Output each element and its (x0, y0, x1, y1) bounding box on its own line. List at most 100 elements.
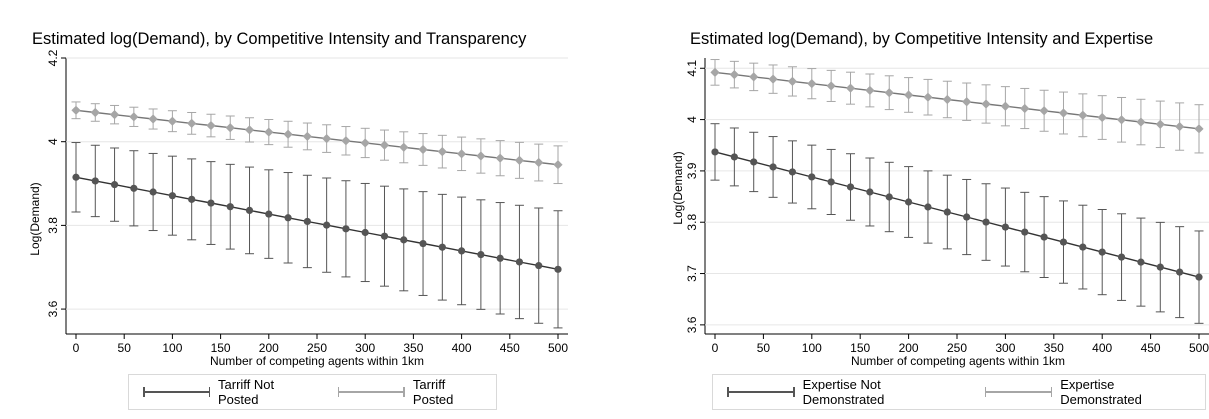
data-point (476, 151, 486, 161)
data-point (1000, 101, 1010, 111)
data-point (769, 163, 777, 171)
legend-key-dark (727, 386, 795, 398)
data-point (787, 76, 798, 87)
y-axis-label: Log(Demand) (671, 151, 685, 224)
legend-key-light (984, 386, 1053, 398)
data-point (826, 81, 836, 91)
data-point (148, 114, 158, 124)
y-tick-label: 3.8 (685, 214, 699, 231)
y-tick-label: 3.6 (46, 300, 60, 317)
x-tick-label: 300 (355, 341, 375, 355)
series-light (71, 101, 563, 185)
x-axis-label: Number of competing agents within 1km (851, 354, 1065, 368)
data-point (1175, 121, 1185, 132)
series-light (710, 59, 1204, 154)
x-tick-label: 350 (1044, 341, 1064, 355)
grid-lines (705, 67, 1209, 326)
data-point (962, 97, 972, 107)
chart-panel-transparency: Estimated log(Demand), by Competitive In… (0, 0, 585, 419)
data-point (342, 225, 350, 233)
x-axis: 0 50 100 150 200 250 300 350 400 450 500 (73, 334, 568, 355)
data-point (807, 79, 817, 89)
data-point (264, 127, 274, 137)
data-point (905, 198, 913, 206)
data-point (924, 203, 932, 211)
y-axis: 3.6 3.7 3.8 3.9 4 4.1 (685, 60, 705, 333)
data-point (1078, 110, 1088, 120)
data-point (129, 112, 139, 122)
y-tick-label: 3.7 (685, 265, 699, 282)
legend-key-dark (143, 386, 211, 398)
data-point (437, 147, 447, 157)
data-point (71, 105, 81, 115)
data-point (1176, 268, 1184, 276)
data-point (458, 247, 466, 255)
data-point (1098, 248, 1106, 256)
x-tick-label: 500 (548, 341, 568, 355)
data-point (496, 254, 504, 262)
x-tick-label: 0 (712, 341, 719, 355)
data-point (749, 72, 759, 82)
data-point (167, 116, 177, 126)
x-tick-label: 400 (1092, 341, 1112, 355)
plot-area (65, 58, 568, 335)
data-point (1059, 238, 1068, 246)
data-point (341, 136, 351, 146)
x-tick-label: 200 (259, 341, 279, 355)
data-point (303, 217, 311, 226)
data-point (245, 206, 254, 215)
data-point (72, 173, 80, 181)
data-point (788, 168, 797, 176)
data-point (477, 250, 485, 259)
data-point (1039, 106, 1049, 116)
y-tick-label: 3.8 (46, 217, 60, 234)
data-point (1137, 258, 1145, 266)
data-point (1117, 253, 1126, 261)
y-tick-label: 3.9 (685, 162, 699, 179)
data-point (750, 158, 758, 166)
data-point (379, 140, 390, 150)
data-point (1097, 112, 1107, 123)
x-tick-label: 300 (995, 341, 1015, 355)
legend-label: Expertise Demonstrated (1060, 377, 1142, 407)
chart-expertise: Estimated log(Demand), by Competitive In… (671, 30, 1209, 368)
data-point (1194, 124, 1204, 134)
legend: Expertise Not Demonstrated Expertise Dem… (712, 374, 1206, 410)
legend-item-not-posted: Tarriff Not Posted (143, 377, 314, 407)
data-point (846, 183, 855, 191)
legend-label: Tarriff Posted (412, 377, 454, 407)
data-point (553, 160, 563, 170)
y-tick-label: 4.2 (46, 49, 60, 66)
data-point (168, 192, 176, 200)
y-axis-label: Log(Demand) (28, 182, 42, 255)
data-point (535, 262, 543, 270)
legend-item-demonstrated: Expertise Demonstrated (984, 377, 1195, 407)
x-tick-label: 400 (452, 341, 472, 355)
legend-label: Tarriff Not Posted (218, 377, 275, 407)
data-point (942, 94, 952, 105)
chart-transparency: Estimated log(Demand), by Competitive In… (28, 30, 568, 368)
data-point (91, 177, 99, 185)
data-point (923, 92, 933, 102)
data-point (188, 195, 196, 203)
data-point (768, 74, 778, 84)
legend-key-light (337, 386, 405, 398)
data-point (323, 221, 331, 229)
data-point (866, 188, 874, 196)
data-point (845, 83, 856, 93)
data-point (730, 153, 738, 161)
x-tick-label: 100 (802, 341, 822, 355)
y-axis: 3.6 3.8 4 4.2 (46, 49, 66, 317)
x-axis: 0 50 100 150 200 250 300 350 400 450 500 (712, 334, 1209, 355)
data-point (206, 120, 216, 131)
data-point (109, 110, 120, 120)
data-point (1040, 233, 1048, 241)
x-tick-label: 150 (850, 341, 870, 355)
legend-item-not-demonstrated: Expertise Not Demonstrated (727, 377, 961, 407)
chart-title: Estimated log(Demand), by Competitive In… (32, 30, 527, 48)
data-point (302, 131, 312, 142)
data-point (361, 228, 369, 237)
data-point (457, 149, 467, 159)
data-point (110, 181, 119, 189)
data-point (534, 157, 544, 168)
